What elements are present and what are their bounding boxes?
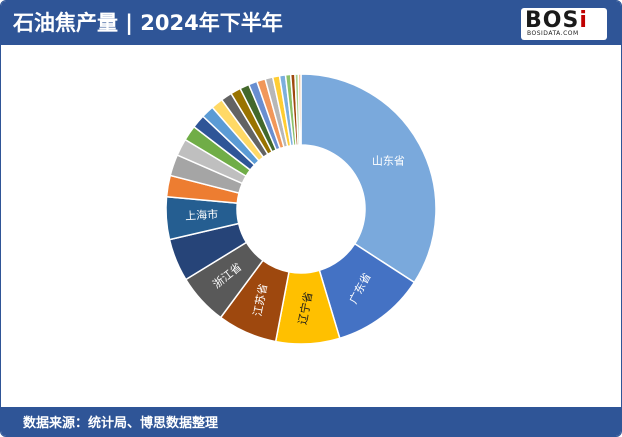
data-source: 数据来源：统计局、博思数据整理 xyxy=(23,416,219,431)
slice-label-1: 山东省 xyxy=(372,154,405,167)
logo-accent-text: i xyxy=(579,8,588,33)
chart-title: 石油焦产量 | 2024年下半年 xyxy=(13,11,283,35)
slice-label-7: 上海市 xyxy=(185,207,219,223)
donut-slice-26 xyxy=(297,73,302,146)
donut-slice-1 xyxy=(300,73,437,284)
logo-wordmark: BOSi xyxy=(525,8,588,33)
bosi-logo: BOSi BOSIDATA.COM xyxy=(521,8,607,40)
slice-label-4: 江苏省 xyxy=(251,283,270,318)
logo-main-text: BOS xyxy=(525,8,580,33)
footer-bar: 数据来源：统计局、博思数据整理 xyxy=(1,407,621,436)
header-bar: 石油焦产量 | 2024年下半年 BOSi BOSIDATA.COM xyxy=(1,1,621,45)
slice-label-3: 辽宁省 xyxy=(295,291,315,326)
logo-subtext: BOSIDATA.COM xyxy=(527,30,579,37)
